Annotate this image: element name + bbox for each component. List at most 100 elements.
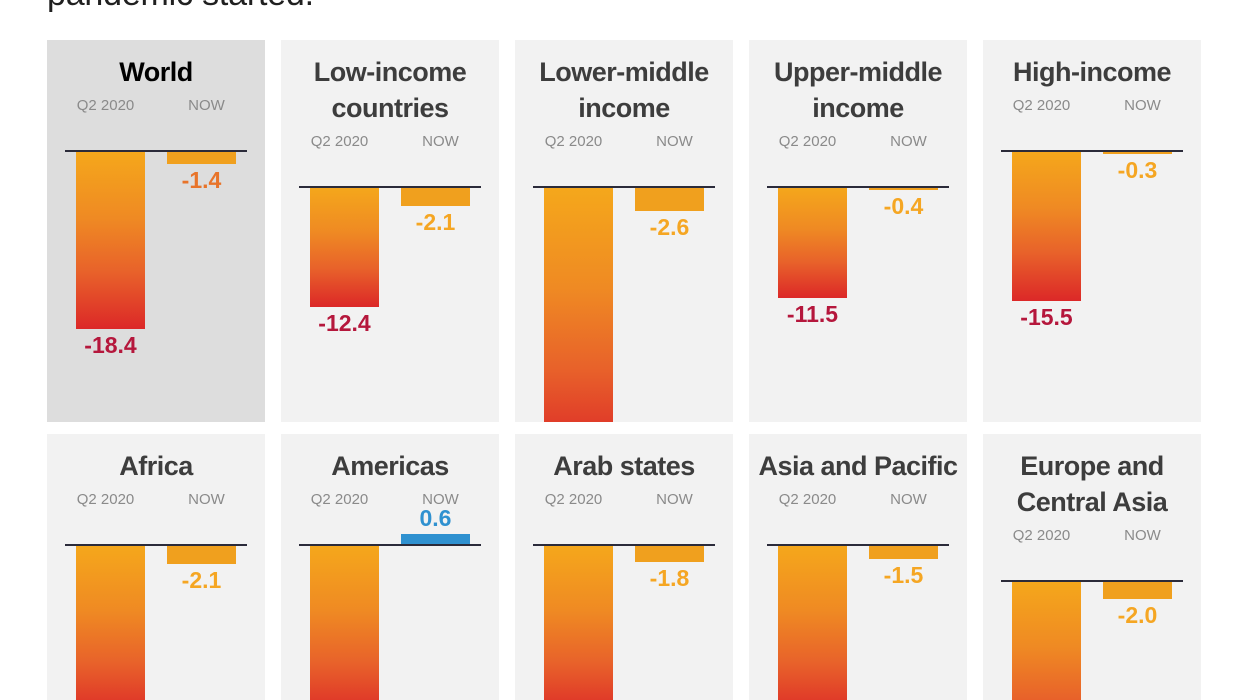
column-q2-2020 xyxy=(533,544,624,700)
panel-low-income-countries: Low-income countries Q2 2020 NOW -12.4 -2.1 xyxy=(281,40,499,422)
zero-baseline xyxy=(533,186,715,188)
plot-area: -18.4 -1.4 xyxy=(55,130,257,420)
plot-area: -15.5 -0.3 xyxy=(991,130,1193,420)
value-label-q2-2020: -12.4 xyxy=(318,309,371,336)
zero-baseline xyxy=(65,150,247,152)
panel-upper-middle-income: Upper-middle income Q2 2020 NOW -11.5 -0.4 xyxy=(749,40,967,422)
bar-columns: -15.5 -0.3 xyxy=(1001,150,1183,420)
period-labels: Q2 2020 NOW xyxy=(523,490,725,510)
panel-title: Upper-middle income xyxy=(773,57,943,123)
value-label-now: -2.1 xyxy=(181,567,222,594)
value-label-q2-2020: -18.4 xyxy=(84,332,137,359)
value-label-now: -0.4 xyxy=(883,193,924,219)
bar-columns: -1.8 xyxy=(533,544,715,700)
column-now: 0.6 xyxy=(390,505,481,700)
period-label-past: Q2 2020 xyxy=(310,491,369,508)
panel-title: Low-income countries xyxy=(313,57,467,123)
plot-area: 0.6 xyxy=(289,505,491,700)
panel-world: World Q2 2020 NOW -18.4 -1.4 xyxy=(47,40,265,422)
column-now: -2.0 xyxy=(1092,580,1183,700)
column-q2-2020: -15.5 xyxy=(1001,150,1092,420)
period-labels: Q2 2020 NOW xyxy=(289,132,491,152)
value-label-q2-2020: -15.5 xyxy=(1020,304,1073,331)
plot-area: -2.0 xyxy=(991,560,1193,700)
zero-baseline xyxy=(299,186,481,188)
column-now: -0.3 xyxy=(1092,150,1183,420)
bar-q2-2020 xyxy=(75,544,146,700)
bar-columns: -18.4 -1.4 xyxy=(65,150,247,420)
bar-now xyxy=(1102,150,1173,154)
bar-columns: -11.5 -0.4 xyxy=(767,186,949,422)
column-now: -0.4 xyxy=(858,186,949,422)
period-label-past: Q2 2020 xyxy=(1012,527,1071,544)
period-label-past: Q2 2020 xyxy=(778,491,837,508)
column-q2-2020 xyxy=(1001,580,1092,700)
bar-columns: 0.6 xyxy=(299,505,481,700)
period-label-past: Q2 2020 xyxy=(778,133,837,150)
column-q2-2020 xyxy=(299,544,390,700)
period-label-past: Q2 2020 xyxy=(544,133,603,150)
bar-q2-2020 xyxy=(1011,150,1082,302)
bar-now xyxy=(634,544,705,562)
panel-title: Americas xyxy=(331,451,449,481)
column-now: -1.5 xyxy=(858,544,949,700)
column-q2-2020: -11.5 xyxy=(767,186,858,422)
zero-baseline xyxy=(299,544,481,546)
bar-columns: -12.4 -2.1 xyxy=(299,186,481,422)
bar-q2-2020 xyxy=(309,544,380,700)
bar-now xyxy=(868,186,939,190)
panel-africa: Africa Q2 2020 NOW -2.1 xyxy=(47,434,265,700)
plot-area: -2.1 xyxy=(55,524,257,700)
value-label-now: -2.6 xyxy=(649,214,690,241)
bar-q2-2020 xyxy=(777,186,848,299)
plot-area: -1.5 xyxy=(757,524,959,700)
zero-baseline xyxy=(1001,150,1183,152)
panel-europe-and-central-asia: Europe and Central Asia Q2 2020 NOW -2.0 xyxy=(983,434,1201,700)
value-label-now: -2.0 xyxy=(1117,602,1158,629)
panel-americas: Americas Q2 2020 NOW 0.6 xyxy=(281,434,499,700)
column-now: -2.1 xyxy=(390,186,481,422)
period-label-past: Q2 2020 xyxy=(544,491,603,508)
period-labels: Q2 2020 NOW xyxy=(289,490,491,510)
period-labels: Q2 2020 NOW xyxy=(523,132,725,152)
column-q2-2020: -18.4 xyxy=(65,150,156,420)
bar-columns: -27.5 -2.6 xyxy=(533,186,715,422)
panel-asia-and-pacific: Asia and Pacific Q2 2020 NOW -1.5 xyxy=(749,434,967,700)
value-label-now: -0.3 xyxy=(1117,157,1158,183)
column-now: -1.8 xyxy=(624,544,715,700)
plot-area: -27.5 -2.6 xyxy=(523,166,725,422)
period-label-now: NOW xyxy=(188,491,225,508)
bar-now xyxy=(634,186,705,212)
bar-q2-2020 xyxy=(75,150,146,330)
panel-title: Africa xyxy=(119,451,193,481)
panel-title: Lower-middle income xyxy=(539,57,709,123)
zero-baseline xyxy=(533,544,715,546)
column-q2-2020 xyxy=(767,544,858,700)
period-labels: Q2 2020 NOW xyxy=(55,96,257,116)
bar-now xyxy=(1102,580,1173,600)
period-label-now: NOW xyxy=(890,491,927,508)
panel-title: Arab states xyxy=(553,451,695,481)
value-label-now: -1.5 xyxy=(883,561,924,588)
panel-title: Asia and Pacific xyxy=(758,451,958,481)
period-label-now: NOW xyxy=(422,133,459,150)
period-label-now: NOW xyxy=(1124,97,1161,114)
period-label-now: NOW xyxy=(890,133,927,150)
panel-arab-states: Arab states Q2 2020 NOW -1.8 xyxy=(515,434,733,700)
bar-now xyxy=(400,186,471,207)
period-label-past: Q2 2020 xyxy=(310,133,369,150)
bar-q2-2020 xyxy=(1011,580,1082,700)
zero-baseline xyxy=(767,186,949,188)
bar-now xyxy=(166,544,237,565)
bar-q2-2020 xyxy=(777,544,848,700)
headline-cutoff: pandemic started. xyxy=(47,0,1197,14)
bar-q2-2020 xyxy=(543,544,614,700)
plot-area: -12.4 -2.1 xyxy=(289,166,491,422)
bar-now xyxy=(166,150,237,164)
period-labels: Q2 2020 NOW xyxy=(757,490,959,510)
headline-text: pandemic started. xyxy=(47,0,1197,14)
plot-area: -11.5 -0.4 xyxy=(757,166,959,422)
value-label-now: -1.4 xyxy=(181,166,222,193)
bar-columns: -2.1 xyxy=(65,544,247,700)
